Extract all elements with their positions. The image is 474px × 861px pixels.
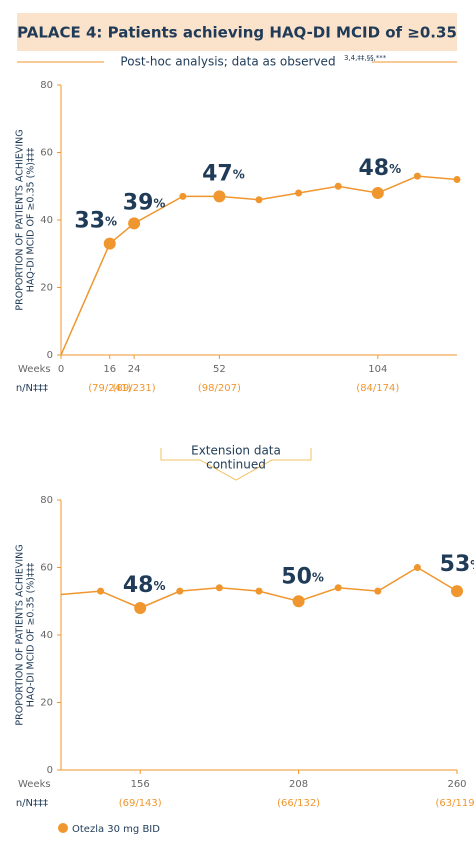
data-label-number: 53 <box>440 552 471 577</box>
data-point <box>413 172 421 180</box>
x-tick-label: 104 <box>368 364 387 375</box>
data-point <box>176 587 184 595</box>
x-tick-label: 0 <box>58 364 64 375</box>
data-label-unit: % <box>105 214 117 228</box>
data-label: 53% <box>440 552 474 577</box>
extension-note: Extension data <box>191 444 281 458</box>
data-label-number: 50 <box>281 564 312 589</box>
x-axis-label: Weeks <box>18 779 51 790</box>
data-label-number: 39 <box>123 190 154 215</box>
n-annotation: (89/231) <box>113 383 156 394</box>
data-point <box>334 584 342 592</box>
n-label: n/N‡‡‡ <box>16 383 48 394</box>
y-tick-label: 80 <box>40 495 53 506</box>
data-label-unit: % <box>389 162 401 176</box>
data-label-unit: % <box>153 196 165 210</box>
bracket <box>160 448 312 481</box>
y-tick-label: 60 <box>40 563 53 574</box>
data-label: 50% <box>281 564 324 589</box>
data-point <box>255 587 263 595</box>
data-label-number: 48 <box>358 156 389 181</box>
data-label: 33% <box>74 209 117 234</box>
n-annotation: (69/143) <box>119 798 162 809</box>
n-annotation: (84/174) <box>356 383 399 394</box>
data-label: 48% <box>123 573 166 598</box>
n-annotation: (66/132) <box>277 798 320 809</box>
y-tick-label: 0 <box>47 350 53 361</box>
data-point <box>334 182 342 190</box>
y-tick-label: 20 <box>40 698 53 709</box>
y-tick-label: 40 <box>40 215 53 226</box>
x-tick-label: 208 <box>289 779 308 790</box>
data-label: 47% <box>202 161 245 186</box>
x-tick-label: 156 <box>131 779 150 790</box>
n-annotation: (63/119) <box>436 798 474 809</box>
legend-label: Otezla 30 mg BID <box>72 824 160 835</box>
title: PALACE 4: Patients achieving HAQ-DI MCID… <box>17 24 457 42</box>
data-point <box>295 189 303 197</box>
data-label: 48% <box>358 156 401 181</box>
subtitle-refs: 3,4,‡‡,§§,*** <box>344 54 387 62</box>
y-axis-label: PROPORTION OF PATIENTS ACHIEVING <box>15 129 26 310</box>
extension-note: continued <box>206 458 266 472</box>
x-tick-label: 52 <box>213 364 226 375</box>
data-label-unit: % <box>312 570 324 584</box>
data-label-unit: % <box>470 558 474 572</box>
data-point <box>213 190 226 203</box>
data-label-number: 48 <box>123 573 154 598</box>
data-point <box>179 192 187 200</box>
data-point <box>371 187 384 199</box>
data-point <box>374 587 382 595</box>
data-point <box>451 585 463 598</box>
y-tick-label: 60 <box>40 148 53 159</box>
y-tick-label: 0 <box>47 765 53 776</box>
x-tick-label: 260 <box>447 779 466 790</box>
data-label-number: 33 <box>74 209 105 234</box>
y-tick-label: 40 <box>40 630 53 641</box>
data-point <box>255 196 263 204</box>
data-point <box>215 584 223 592</box>
n-label: n/N‡‡‡ <box>16 798 48 809</box>
y-axis-label: PROPORTION OF PATIENTS ACHIEVING <box>15 544 26 725</box>
legend-marker <box>58 823 68 833</box>
x-axis-label: Weeks <box>18 364 51 375</box>
data-label-number: 47 <box>202 161 233 186</box>
data-label-unit: % <box>153 579 165 593</box>
n-annotation: (98/207) <box>198 383 241 394</box>
data-point <box>453 176 461 183</box>
n-annotation: (79/241) <box>88 383 131 394</box>
subtitle: Post-hoc analysis; data as observed <box>120 55 335 69</box>
y-tick-label: 20 <box>40 283 53 294</box>
x-tick-label: 16 <box>103 364 116 375</box>
data-point <box>103 237 116 250</box>
data-point <box>134 602 147 614</box>
data-point <box>97 587 105 595</box>
title-box <box>17 13 457 51</box>
data-label: 39% <box>123 190 166 215</box>
data-point <box>292 595 305 608</box>
data-label-unit: % <box>233 167 245 181</box>
y-axis-label: HAQ-DI MCID OF ≥0.35 (%)‡‡‡ <box>26 147 37 292</box>
y-tick-label: 80 <box>40 80 53 91</box>
x-tick-label: 24 <box>128 364 141 375</box>
data-point <box>413 564 421 571</box>
y-axis-label: HAQ-DI MCID OF ≥0.35 (%)‡‡‡ <box>26 562 37 707</box>
data-point <box>128 217 141 230</box>
